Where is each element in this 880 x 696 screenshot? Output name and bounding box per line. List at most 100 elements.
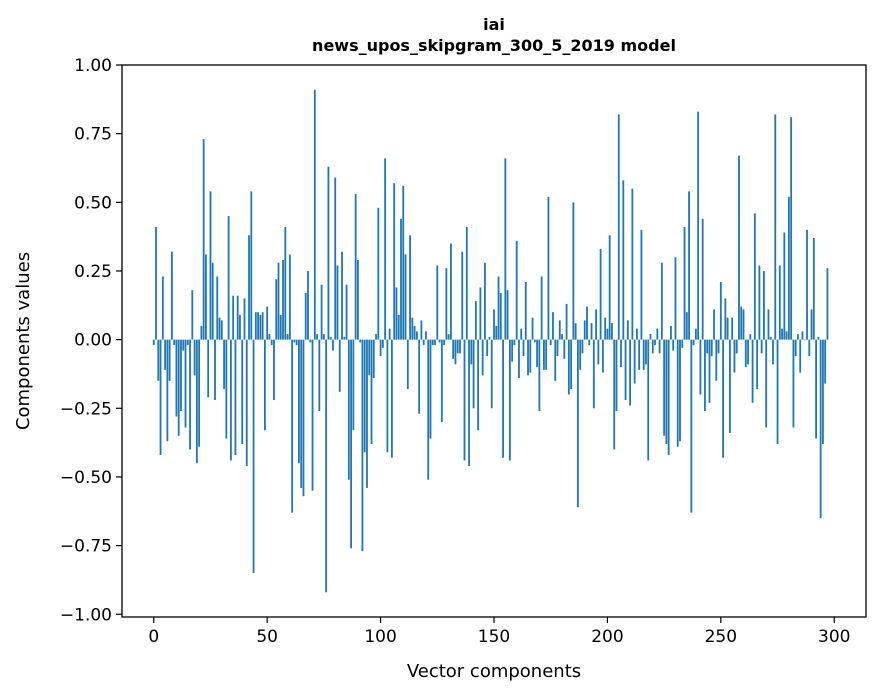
bar [268, 334, 271, 340]
bar [543, 339, 545, 370]
bar [388, 328, 391, 340]
bar [291, 339, 294, 513]
bar [561, 334, 563, 340]
bar [588, 339, 591, 346]
bar [354, 194, 357, 340]
bar [781, 328, 783, 340]
bar [701, 218, 704, 340]
bar [284, 227, 287, 340]
bar [438, 339, 441, 343]
y-tick-label: 0.50 [74, 193, 112, 213]
bar [273, 339, 275, 401]
y-tick-label: −1.00 [60, 605, 112, 625]
bar [572, 202, 575, 340]
bar [549, 339, 552, 346]
bar [597, 339, 600, 365]
bar [341, 251, 343, 340]
bar [776, 339, 779, 444]
bar [574, 323, 577, 340]
bar [490, 339, 493, 409]
bar [368, 339, 371, 376]
bar [363, 339, 366, 453]
bar [751, 339, 754, 403]
bar [159, 339, 162, 455]
bar [502, 339, 504, 458]
bar [645, 339, 647, 365]
bar [815, 339, 817, 439]
bar [456, 339, 459, 354]
bar [452, 339, 455, 359]
bar [223, 339, 225, 390]
bar [161, 276, 164, 340]
bar [377, 207, 380, 340]
bar [409, 235, 411, 340]
bar [357, 259, 359, 340]
bar [288, 254, 291, 340]
bar [649, 334, 652, 340]
bar [157, 339, 160, 381]
bar [756, 339, 759, 390]
bar [726, 317, 729, 340]
bar [617, 114, 620, 340]
bar [626, 320, 629, 340]
bar [243, 298, 246, 340]
bar [620, 339, 622, 368]
bar [477, 339, 480, 431]
bar [302, 339, 305, 497]
bar [336, 265, 339, 340]
bar [819, 339, 822, 519]
bar [175, 339, 178, 417]
x-tick-label: 0 [148, 627, 159, 647]
bar [493, 309, 495, 340]
bar [810, 309, 813, 340]
bar [202, 139, 205, 340]
bar [694, 328, 697, 340]
bar [214, 339, 216, 401]
bar [753, 213, 756, 340]
bar [504, 158, 507, 340]
bar [375, 334, 377, 340]
bar [304, 292, 307, 340]
bar [293, 339, 296, 343]
bar [479, 287, 482, 340]
bar [393, 183, 396, 340]
bar [772, 339, 774, 365]
bar [778, 265, 781, 340]
bar [801, 331, 804, 340]
x-axis: 0 50 100 150 200 250 300 [148, 617, 850, 647]
bar [316, 334, 318, 340]
bar [338, 339, 341, 392]
bar [370, 339, 373, 444]
bar [309, 339, 312, 343]
y-axis: 1.00 0.75 0.50 0.25 0.00 −0.25 −0.50 −0.75 −1.00 [60, 56, 122, 625]
bar [254, 312, 257, 340]
bar [565, 303, 568, 340]
bar [806, 229, 808, 340]
bar [193, 339, 196, 376]
bar [663, 339, 666, 436]
bar [384, 158, 387, 340]
bar [180, 339, 182, 412]
bar [245, 339, 248, 466]
bar [334, 177, 337, 340]
bar [638, 339, 641, 370]
bar [184, 339, 187, 428]
bar [785, 331, 788, 340]
bar [527, 339, 529, 376]
bar [257, 312, 259, 340]
bar [205, 254, 207, 340]
bar [282, 259, 284, 340]
bar [724, 298, 727, 340]
bar [241, 339, 244, 444]
bar [481, 339, 484, 376]
bar [731, 317, 734, 340]
bar [640, 229, 643, 340]
bar [434, 339, 436, 346]
bar [733, 339, 736, 373]
bar [486, 339, 489, 357]
bar [642, 339, 645, 370]
bar [300, 339, 303, 488]
bar [822, 339, 824, 444]
bar [372, 339, 375, 379]
bar [601, 339, 604, 373]
